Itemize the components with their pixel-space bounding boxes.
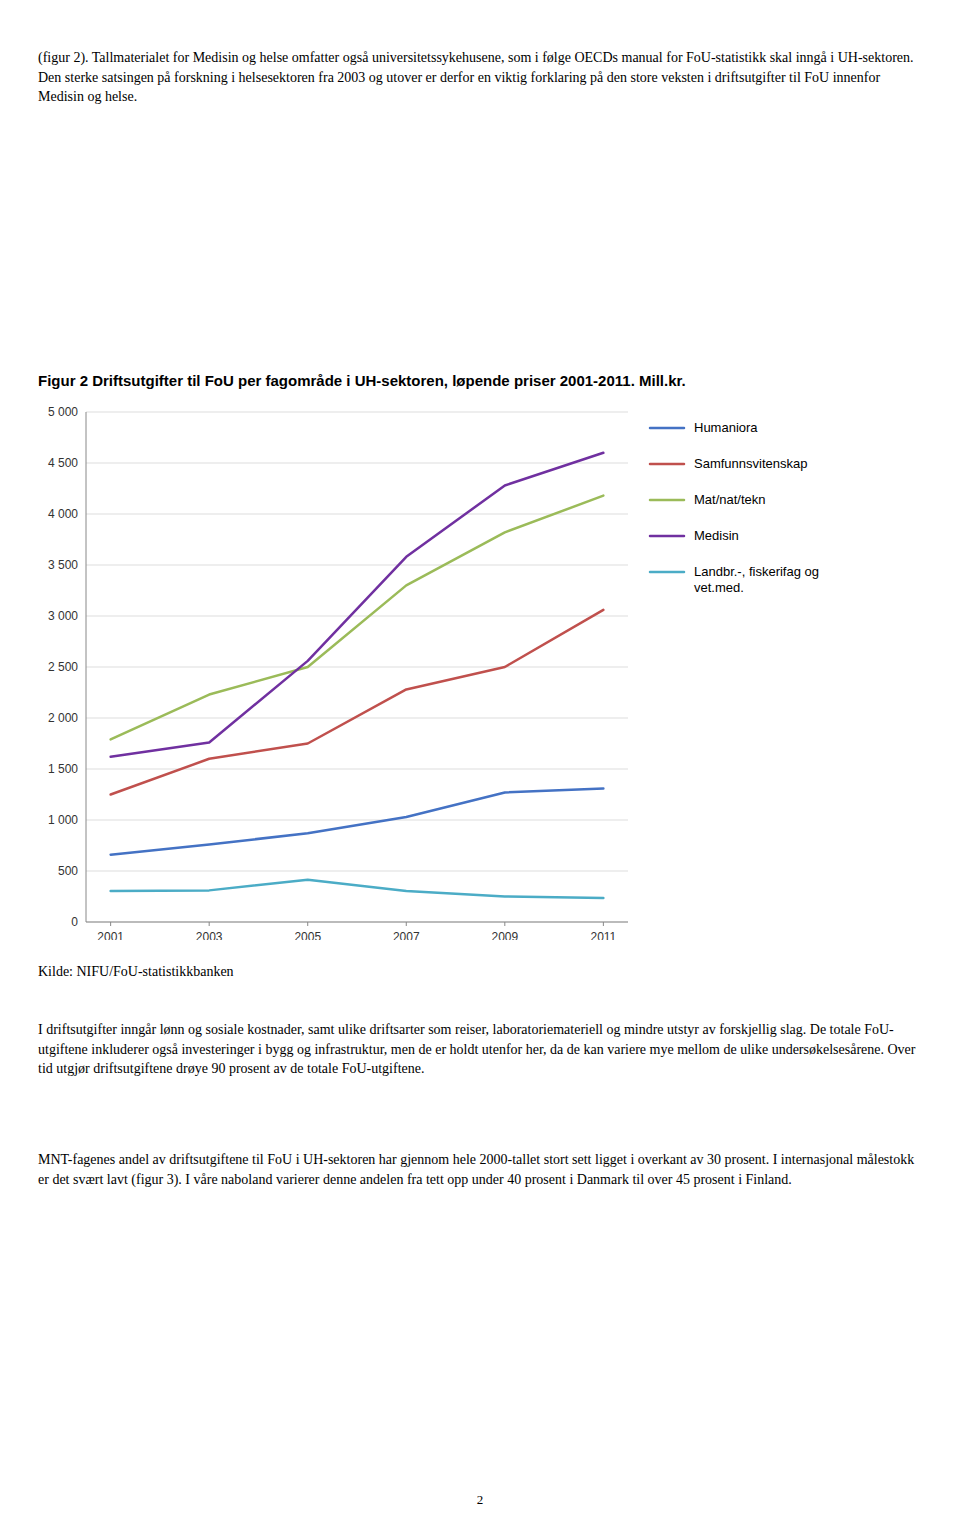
series-line xyxy=(111,453,604,757)
x-tick-label: 2003 xyxy=(196,930,223,940)
y-tick-label: 1 500 xyxy=(48,762,78,776)
text-above: (figur 2). Tallmaterialet for Medisin og… xyxy=(38,48,922,107)
legend-swatch xyxy=(650,535,684,538)
y-tick-label: 3 500 xyxy=(48,558,78,572)
legend-label: Medisin xyxy=(694,528,739,543)
chart: 0 500 1 000 1 500 2 000 2 500 3 000 3 500 4 000 4… xyxy=(0,400,960,940)
grid-line xyxy=(86,871,628,872)
legend-swatch xyxy=(650,463,684,466)
legend-swatch xyxy=(650,427,684,430)
legend-label: Mat/nat/tekn xyxy=(694,492,766,507)
legend-label: Samfunnsvitenskap xyxy=(694,456,807,471)
x-tick xyxy=(603,922,604,926)
source: Kilde: NIFU/FoU-statistikkbanken xyxy=(38,962,922,982)
x-tick xyxy=(209,922,210,926)
x-tick xyxy=(504,922,505,926)
grid-line xyxy=(86,616,628,617)
text-below-1: I driftsutgifter inngår lønn og sosiale … xyxy=(38,1020,922,1079)
series-line xyxy=(111,788,604,854)
y-tick-label: 2 000 xyxy=(48,711,78,725)
grid-line xyxy=(86,769,628,770)
y-tick-label: 2 500 xyxy=(48,660,78,674)
legend-label: Humaniora xyxy=(694,420,758,435)
y-tick-label: 1 000 xyxy=(48,813,78,827)
y-tick-label: 3 000 xyxy=(48,609,78,623)
legend-swatch xyxy=(650,499,684,502)
grid-line xyxy=(86,922,628,923)
grid-line xyxy=(86,667,628,668)
x-tick-label: 2011 xyxy=(590,930,616,940)
chart-title: Figur 2 Driftsutgifter til FoU per fagom… xyxy=(38,372,922,389)
y-tick-label: 5 000 xyxy=(48,405,78,419)
y-axis-line xyxy=(86,412,87,922)
text-below-2: MNT-fagenes andel av driftsutgiftene til… xyxy=(38,1150,922,1189)
y-tick-label: 4 500 xyxy=(48,456,78,470)
page-number: 2 xyxy=(0,1492,960,1508)
plot-area xyxy=(111,453,604,898)
grid-line xyxy=(86,514,628,515)
x-tick-label: 2009 xyxy=(491,930,518,940)
series-line xyxy=(111,496,604,740)
x-axis-line xyxy=(86,922,628,923)
x-tick-label: 2001 xyxy=(97,930,124,940)
y-tick-label: 0 xyxy=(71,915,78,929)
grid-line xyxy=(86,412,628,413)
y-tick-label: 4 000 xyxy=(48,507,78,521)
legend-label: Landbr.-, fiskerifag ogvet.med. xyxy=(694,564,819,595)
x-tick xyxy=(406,922,407,926)
grid-line xyxy=(86,820,628,821)
x-tick xyxy=(307,922,308,926)
x-tick-label: 2007 xyxy=(393,930,420,940)
y-tick-label: 500 xyxy=(58,864,78,878)
grid-line xyxy=(86,463,628,464)
series-line xyxy=(111,610,604,795)
series-line xyxy=(111,880,604,898)
x-tick-label: 2005 xyxy=(294,930,321,940)
legend-swatch xyxy=(650,571,684,574)
x-tick xyxy=(110,922,111,926)
grid-line xyxy=(86,565,628,566)
